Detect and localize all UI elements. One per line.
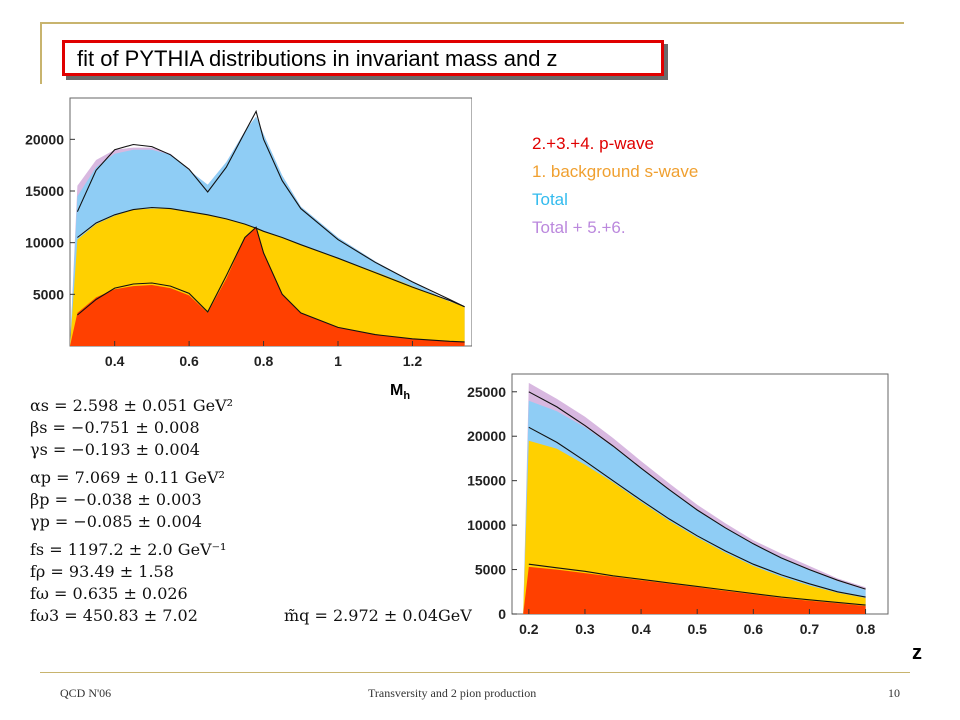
- mass-axis-symbol: M: [390, 382, 404, 399]
- x-tick-label: 0.8: [856, 621, 876, 637]
- y-tick-label: 20000: [25, 131, 64, 147]
- y-tick-label: 25000: [467, 384, 506, 400]
- x-tick-label: 1: [334, 353, 342, 369]
- area-p-wave: [523, 566, 866, 614]
- fit-line-s-wave_fit: [77, 206, 465, 308]
- mass-axis-label: Mh: [390, 382, 410, 402]
- slide-frame-top: [40, 22, 904, 24]
- y-tick-label: 20000: [467, 428, 506, 444]
- formula-gamma-s: γs = −0.193 ± 0.004: [30, 440, 200, 459]
- y-tick-label: 10000: [467, 517, 506, 533]
- chart-legend: 2.+3.+4. p-wave 1. background s-wave Tot…: [532, 130, 698, 242]
- x-tick-label: 0.5: [687, 621, 707, 637]
- formula-alpha-s: αs = 2.598 ± 0.051 GeV²: [30, 396, 234, 415]
- legend-total-plus: Total + 5.+6.: [532, 218, 626, 237]
- formula-f-omega3: fω3 = 450.83 ± 7.02: [30, 606, 198, 625]
- area-s-wave: [523, 440, 866, 614]
- footer-title: Transversity and 2 pion production: [368, 686, 537, 700]
- y-tick-label: 10000: [25, 235, 64, 251]
- invariant-mass-chart: 20000 15000 10000 5000 0.4 0.6 0.8 1 1.2: [25, 97, 472, 369]
- x-tick-label: 0.3: [575, 621, 595, 637]
- y-tick-label: 5000: [33, 286, 64, 302]
- formula-f-omega: fω = 0.635 ± 0.026: [30, 584, 188, 603]
- legend-total: Total: [532, 190, 568, 209]
- x-tick-label: 0.8: [254, 353, 274, 369]
- x-tick-label: 0.4: [105, 353, 125, 369]
- formula-mq: m̃q = 2.972 ± 0.04GeV: [284, 606, 472, 625]
- fit-line-p-wave_fit: [77, 226, 465, 343]
- fit-line-total-fit: [76, 109, 465, 308]
- formula-f-s: fs = 1197.2 ± 2.0 GeV⁻¹: [30, 540, 227, 559]
- x-tick-label: 1.2: [403, 353, 423, 369]
- x-tick-label: 0.7: [800, 621, 820, 637]
- footer-page-number: 10: [888, 686, 900, 700]
- footer-conference: QCD N'06: [60, 686, 112, 700]
- formula-gamma-p: γp = −0.085 ± 0.004: [30, 512, 202, 531]
- formula-beta-p: βp = −0.038 ± 0.003: [30, 490, 202, 509]
- slide-frame-left: [40, 22, 42, 84]
- fit-line-p-wave_fit: [528, 563, 866, 606]
- x-tick-label: 0.6: [179, 353, 199, 369]
- formula-beta-s: βs = −0.751 ± 0.008: [30, 418, 200, 437]
- y-tick-label: 15000: [25, 183, 64, 199]
- formula-alpha-p: αp = 7.069 ± 0.11 GeV²: [30, 468, 225, 487]
- slide-title: fit of PYTHIA distributions in invariant…: [77, 46, 558, 71]
- fit-line-total-fit: [528, 391, 866, 590]
- z-distribution-chart: 25000 20000 15000 10000 5000 0 0.2 0.3 0.4 0.5 0.6…: [467, 373, 889, 637]
- slide-title-box: fit of PYTHIA distributions in invariant…: [62, 40, 664, 76]
- area-p-wave: [70, 227, 465, 346]
- fit-line-s-wave_fit: [528, 426, 866, 598]
- slide-frame-bottom: [40, 672, 910, 673]
- y-tick-label: 15000: [467, 473, 506, 489]
- mass-axis-subscript: h: [403, 390, 411, 403]
- x-tick-label: 0.6: [744, 621, 764, 637]
- legend-s-wave: 1. background s-wave: [532, 162, 699, 181]
- y-tick-label: 5000: [475, 562, 506, 578]
- x-tick-label: 0.2: [519, 621, 539, 637]
- formula-f-rho: fρ = 93.49 ± 1.58: [30, 562, 174, 581]
- x-tick-label: 0.4: [631, 621, 651, 637]
- z-axis-label: z: [912, 642, 922, 664]
- legend-p-wave: 2.+3.+4. p-wave: [532, 134, 654, 153]
- y-tick-label: 0: [498, 606, 506, 622]
